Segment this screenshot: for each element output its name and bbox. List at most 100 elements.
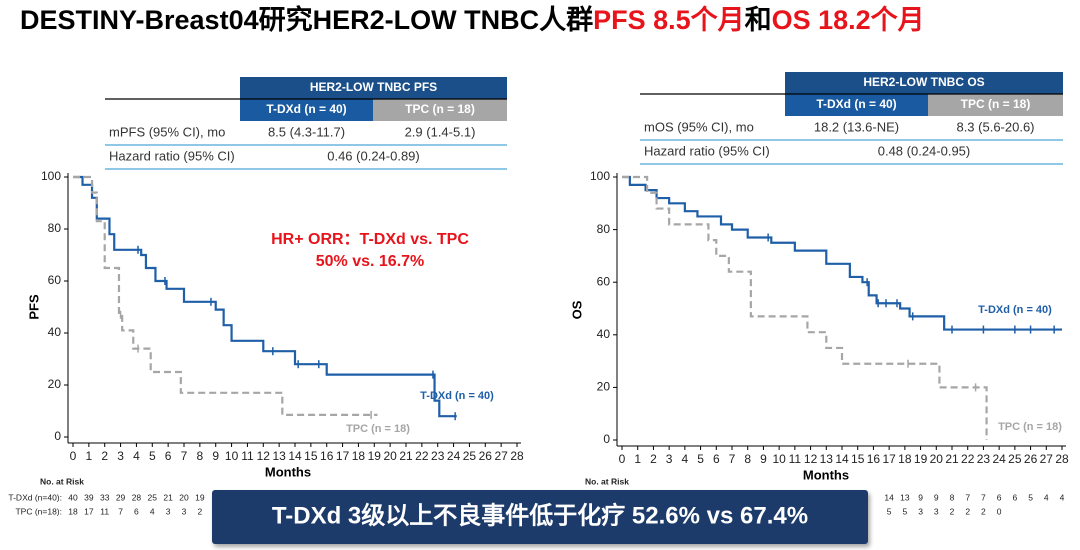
risk-count: 28 <box>132 492 142 502</box>
risk-count: 7 <box>981 492 986 502</box>
table-cell: 8.3 (5.6-20.6) <box>956 119 1034 134</box>
y-tick-label: 0 <box>54 429 61 443</box>
x-tick-label: 22 <box>961 452 975 466</box>
y-tick-label: 20 <box>48 377 62 391</box>
x-tick-label: 19 <box>368 449 382 463</box>
table-title: HER2-LOW TNBC PFS <box>310 80 437 94</box>
x-axis-label: Months <box>803 467 849 482</box>
y-tick-label: 60 <box>48 273 62 287</box>
x-tick-label: 16 <box>867 452 881 466</box>
y-tick-label: 100 <box>590 169 610 183</box>
risk-label: TPC (n=18): <box>15 506 62 516</box>
series-label: T-DXd (n = 40) <box>420 390 494 402</box>
x-tick-label: 17 <box>882 452 896 466</box>
x-tick-label: 0 <box>70 449 77 463</box>
x-tick-label: 10 <box>772 452 786 466</box>
x-tick-label: 13 <box>272 449 286 463</box>
risk-count: 29 <box>116 492 126 502</box>
risk-count: 21 <box>163 492 173 502</box>
y-axis-label: PFS <box>26 294 41 320</box>
title-part: OS 18.2个月 <box>772 5 925 35</box>
table-cell: 0.48 (0.24-0.95) <box>878 143 971 158</box>
row-label: mPFS (95% CI), mo <box>109 124 225 139</box>
risk-count: 20 <box>179 492 189 502</box>
x-tick-label: 28 <box>1055 452 1069 466</box>
x-tick-label: 8 <box>744 452 751 466</box>
x-tick-label: 2 <box>650 452 657 466</box>
x-tick-label: 0 <box>619 452 626 466</box>
x-tick-label: 14 <box>835 452 849 466</box>
risk-count: 25 <box>148 492 158 502</box>
column-header <box>785 94 928 116</box>
table-cell: 2.9 (1.4-5.1) <box>405 124 476 139</box>
column-label: TPC (n = 18) <box>961 97 1031 111</box>
risk-count: 3 <box>934 506 939 516</box>
x-tick-label: 20 <box>930 452 944 466</box>
risk-count: 33 <box>100 492 110 502</box>
series-label: TPC (n = 18) <box>998 421 1062 433</box>
table-cell: 18.2 (13.6-NE) <box>814 119 899 134</box>
y-tick-label: 20 <box>597 380 611 394</box>
risk-count: 39 <box>84 492 94 502</box>
x-tick-label: 26 <box>479 449 493 463</box>
risk-count: 0 <box>997 506 1002 516</box>
column-header <box>373 99 507 121</box>
risk-count: 4 <box>1060 492 1065 502</box>
x-tick-label: 6 <box>165 449 172 463</box>
series-label: T-DXd (n = 40) <box>978 304 1052 316</box>
risk-title: No. at Risk <box>585 476 629 486</box>
x-tick-label: 23 <box>431 449 445 463</box>
x-tick-label: 25 <box>1008 452 1022 466</box>
km-curve <box>622 175 988 440</box>
y-axis-label: OS <box>569 300 584 319</box>
risk-count: 14 <box>884 492 894 502</box>
risk-count: 9 <box>918 492 923 502</box>
x-tick-label: 10 <box>225 449 239 463</box>
x-tick-label: 3 <box>666 452 673 466</box>
risk-count: 11 <box>100 506 109 516</box>
risk-count: 17 <box>84 506 94 516</box>
risk-count: 4 <box>1044 492 1049 502</box>
risk-count: 2 <box>981 506 986 516</box>
x-tick-label: 4 <box>133 449 140 463</box>
risk-count: 5 <box>887 506 892 516</box>
risk-count: 6 <box>134 506 139 516</box>
km-curve <box>73 175 457 418</box>
table-header <box>240 77 507 99</box>
x-tick-label: 9 <box>212 449 219 463</box>
risk-count: 6 <box>997 492 1002 502</box>
title-part: 和 <box>745 5 772 35</box>
x-tick-label: 15 <box>851 452 865 466</box>
annotation: HR+ ORR：T-DXd vs. TPC <box>271 231 469 248</box>
y-tick-label: 80 <box>597 222 611 236</box>
x-tick-label: 21 <box>399 449 413 463</box>
banner-box <box>212 490 868 544</box>
x-tick-label: 12 <box>257 449 271 463</box>
x-tick-label: 11 <box>241 449 254 463</box>
table-title: HER2-LOW TNBC OS <box>863 75 984 89</box>
x-tick-label: 25 <box>463 449 477 463</box>
x-axis-label: Months <box>265 464 311 479</box>
x-tick-label: 11 <box>789 452 802 466</box>
x-tick-label: 14 <box>288 449 302 463</box>
x-tick-label: 8 <box>197 449 204 463</box>
risk-count: 3 <box>918 506 923 516</box>
x-tick-label: 2 <box>101 449 108 463</box>
column-label: T-DXd (n = 40) <box>816 97 896 111</box>
column-label: TPC (n = 18) <box>405 102 475 116</box>
slide-title: DESTINY-Breast04研究HER2-LOW TNBC人群PFS 8.5… <box>20 4 925 35</box>
x-tick-label: 6 <box>713 452 720 466</box>
x-tick-label: 17 <box>336 449 350 463</box>
x-tick-label: 7 <box>729 452 736 466</box>
x-tick-label: 18 <box>352 449 366 463</box>
km-curve <box>73 175 378 416</box>
column-label: T-DXd (n = 40) <box>266 102 346 116</box>
row-label: mOS (95% CI), mo <box>644 119 754 134</box>
x-tick-label: 22 <box>415 449 429 463</box>
x-tick-label: 9 <box>760 452 767 466</box>
y-tick-label: 40 <box>597 327 611 341</box>
column-header <box>928 94 1063 116</box>
risk-count: 7 <box>118 506 123 516</box>
x-tick-label: 16 <box>320 449 334 463</box>
